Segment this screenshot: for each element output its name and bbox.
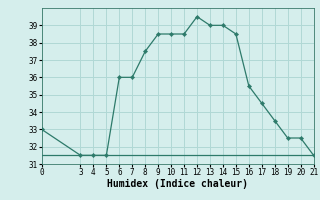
X-axis label: Humidex (Indice chaleur): Humidex (Indice chaleur) [107, 179, 248, 189]
